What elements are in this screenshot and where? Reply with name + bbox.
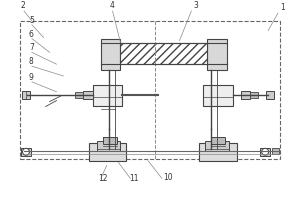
Text: 10: 10 bbox=[163, 173, 172, 182]
Bar bbox=[207, 39, 227, 70]
Bar bbox=[21, 148, 31, 156]
Bar bbox=[75, 92, 83, 98]
Bar bbox=[83, 91, 93, 99]
Bar bbox=[121, 43, 207, 64]
Bar bbox=[89, 143, 126, 161]
Bar bbox=[260, 148, 270, 156]
Bar bbox=[203, 85, 233, 106]
Text: 8: 8 bbox=[29, 57, 34, 66]
Text: 3: 3 bbox=[193, 1, 198, 10]
Text: 4: 4 bbox=[110, 1, 115, 10]
Bar bbox=[97, 141, 121, 151]
Bar bbox=[199, 143, 237, 161]
Text: 12: 12 bbox=[98, 174, 107, 183]
Bar bbox=[211, 137, 225, 144]
Bar bbox=[272, 148, 279, 154]
Text: 11: 11 bbox=[129, 174, 139, 183]
Bar bbox=[250, 92, 258, 98]
Text: 6: 6 bbox=[29, 30, 34, 39]
Text: 5: 5 bbox=[29, 16, 34, 25]
Bar bbox=[22, 91, 30, 99]
Bar bbox=[93, 85, 122, 106]
Bar bbox=[20, 21, 280, 159]
Bar bbox=[241, 91, 250, 99]
Circle shape bbox=[22, 148, 29, 155]
Bar bbox=[205, 141, 229, 151]
Bar bbox=[103, 137, 116, 144]
Text: 9: 9 bbox=[29, 73, 34, 82]
Bar bbox=[101, 39, 121, 70]
Bar bbox=[266, 91, 274, 99]
Circle shape bbox=[262, 148, 268, 155]
Text: 2: 2 bbox=[20, 1, 25, 10]
Text: 7: 7 bbox=[29, 43, 34, 52]
Text: 1: 1 bbox=[280, 3, 285, 12]
